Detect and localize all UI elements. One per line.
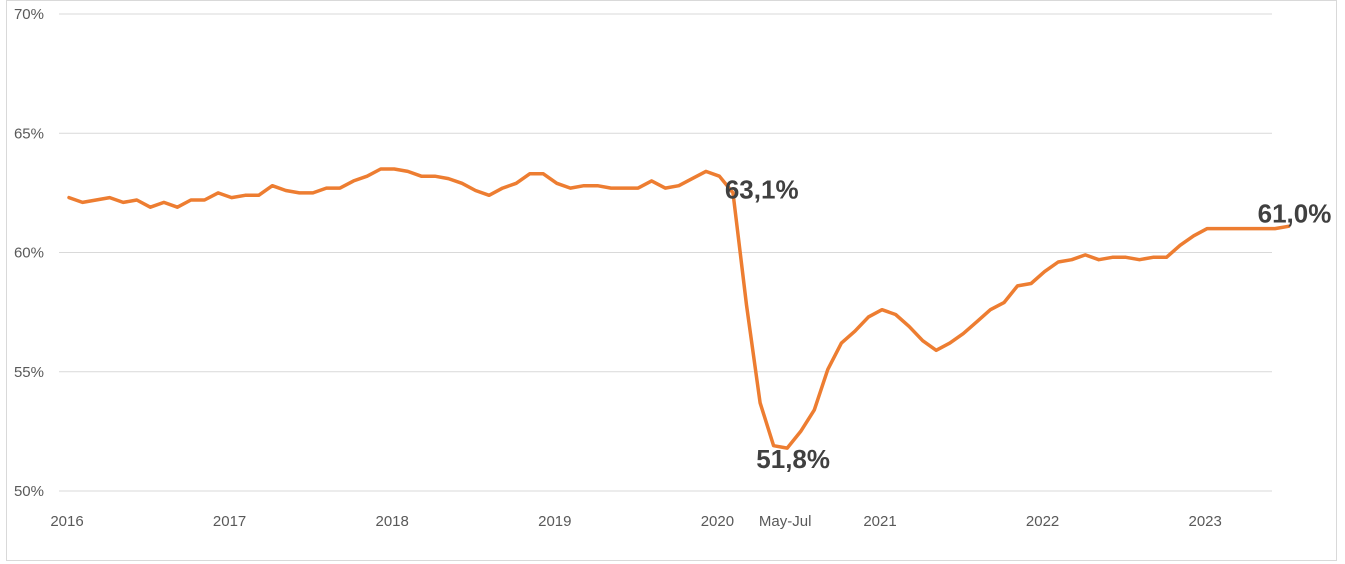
- gridlines: [59, 13, 1272, 492]
- x-tick-label: 2018: [376, 513, 409, 530]
- x-tick-label: May-Jul: [759, 513, 812, 530]
- chart-frame: [6, 0, 1337, 561]
- data-labels: 63,1% 51,8% 61,0%: [725, 174, 1332, 474]
- x-axis-tick-labels: 2016 2017 2018 2019 2020 May-Jul 2021 2022 2023: [50, 513, 1222, 530]
- series-line-0: [67, 167, 1291, 450]
- y-tick-label: 60%: [14, 245, 44, 262]
- x-tick-label: 2020: [701, 513, 734, 530]
- y-axis-tick-labels: 50% 55% 60% 65% 70%: [14, 6, 44, 500]
- x-tick-label: 2021: [863, 513, 896, 530]
- y-tick-label: 55%: [14, 364, 44, 381]
- y-tick-label: 70%: [14, 6, 44, 23]
- y-tick-label: 50%: [14, 483, 44, 500]
- x-tick-label: 2023: [1189, 513, 1222, 530]
- data-label: 61,0%: [1258, 198, 1332, 228]
- series-group: [67, 167, 1291, 450]
- x-tick-label: 2017: [213, 513, 246, 530]
- y-tick-label: 65%: [14, 125, 44, 142]
- data-label: 63,1%: [725, 174, 799, 204]
- x-tick-label: 2016: [50, 513, 83, 530]
- data-label: 51,8%: [756, 444, 830, 474]
- x-tick-label: 2019: [538, 513, 571, 530]
- x-tick-label: 2022: [1026, 513, 1059, 530]
